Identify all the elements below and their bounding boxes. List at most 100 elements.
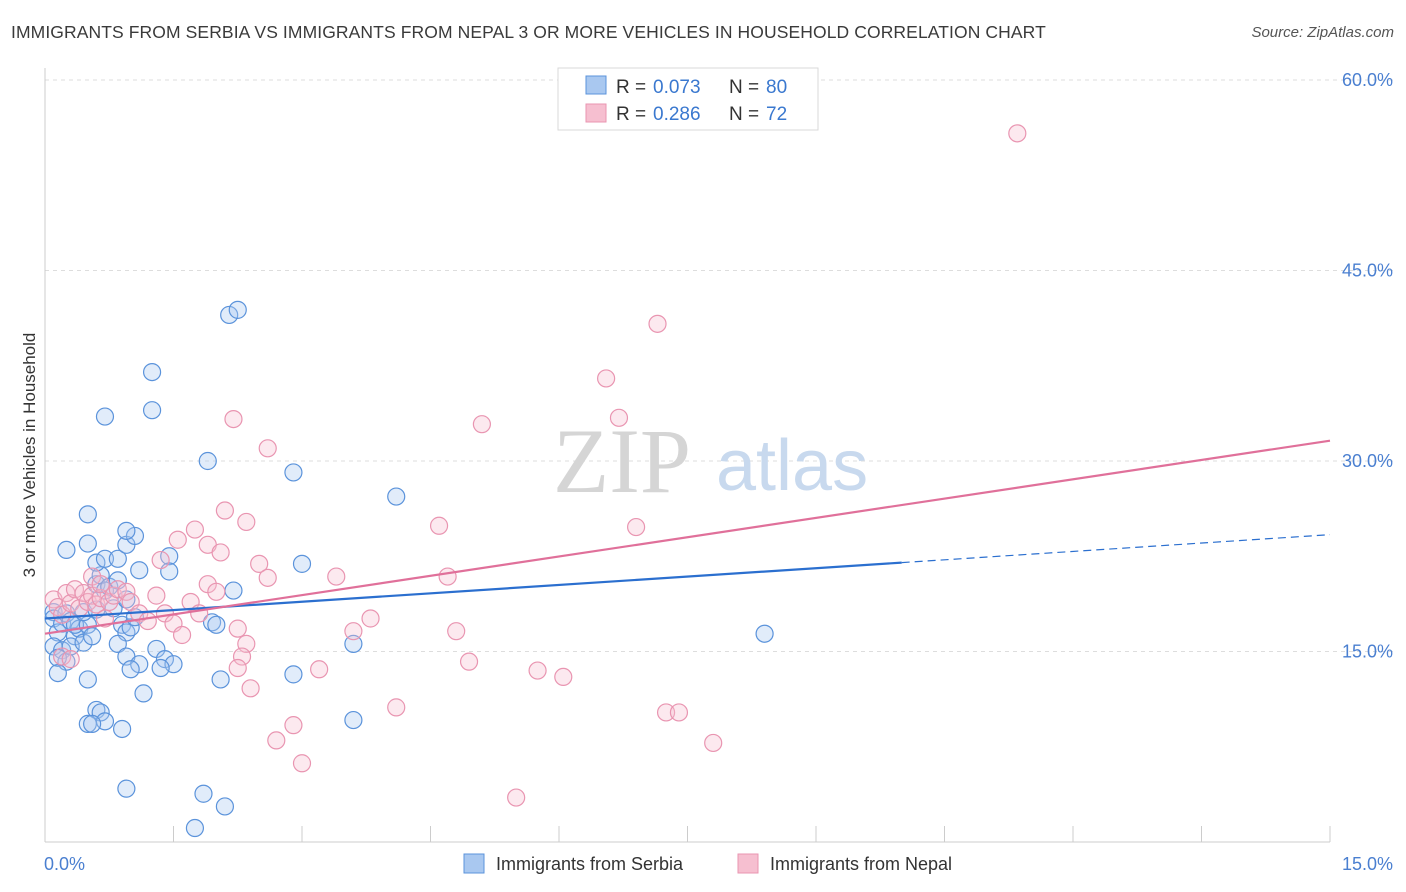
serbia-point bbox=[78, 534, 97, 553]
serbia-trendline bbox=[44, 561, 902, 620]
serbia-point bbox=[344, 710, 363, 730]
serbia-point bbox=[48, 663, 67, 683]
axes bbox=[44, 68, 1331, 843]
nepal-point bbox=[292, 754, 312, 773]
serbia-point bbox=[117, 779, 136, 798]
nepal-point bbox=[284, 716, 303, 735]
serbia-point bbox=[78, 670, 97, 689]
source-label: Source: ZipAtlas.com bbox=[1251, 24, 1394, 41]
nepal-point bbox=[147, 586, 166, 605]
legend-serbia-r-value: 0.073 bbox=[653, 77, 701, 98]
nepal-point bbox=[267, 731, 286, 750]
legend-nepal-n-label: N = bbox=[729, 104, 759, 125]
nepal-point bbox=[344, 622, 363, 641]
nepal-point bbox=[1008, 124, 1027, 143]
nepal-point bbox=[507, 788, 526, 807]
nepal-point bbox=[648, 314, 667, 333]
nepal-point bbox=[597, 369, 616, 388]
serbia-point bbox=[284, 463, 303, 482]
serbia-point bbox=[95, 549, 115, 568]
x-tick-label-max: 15.0% bbox=[1342, 854, 1393, 874]
nepal-point bbox=[215, 501, 234, 520]
serbia-point bbox=[130, 655, 149, 674]
grid-lines bbox=[45, 79, 1393, 652]
nepal-point bbox=[207, 582, 226, 601]
nepal-point bbox=[704, 733, 723, 753]
serbia-point bbox=[151, 658, 170, 678]
nepal-point bbox=[151, 550, 170, 570]
serbia-point bbox=[224, 581, 243, 600]
serbia-point bbox=[142, 363, 162, 382]
nepal-point bbox=[237, 512, 256, 532]
serbia-point bbox=[194, 784, 213, 803]
serbia-point bbox=[387, 487, 406, 506]
nepal-point bbox=[459, 652, 479, 671]
trendlines bbox=[44, 439, 1331, 635]
serbia-point bbox=[78, 505, 97, 524]
nepal-point bbox=[447, 622, 466, 641]
nepal-point bbox=[228, 658, 247, 678]
nepal-point bbox=[626, 517, 646, 537]
nepal-point bbox=[310, 660, 329, 679]
nepal-point bbox=[528, 661, 547, 680]
nepal-point bbox=[258, 568, 277, 587]
serbia-point bbox=[83, 714, 102, 733]
nepal-point bbox=[656, 703, 676, 722]
serbia-points bbox=[44, 300, 774, 838]
nepal-points bbox=[44, 124, 1027, 807]
serbia-point bbox=[125, 526, 145, 546]
y-axis-title: 3 or more Vehicles in Household bbox=[20, 333, 39, 578]
bottom-legend-nepal-label: Immigrants from Nepal bbox=[770, 854, 952, 874]
bottom-legend: Immigrants from Serbia Immigrants from N… bbox=[463, 853, 952, 874]
serbia-point bbox=[112, 719, 132, 739]
bottom-legend-serbia-swatch bbox=[463, 853, 485, 874]
serbia-point bbox=[344, 634, 363, 653]
legend-nepal-r-label: R = bbox=[616, 104, 646, 125]
nepal-point bbox=[472, 415, 491, 434]
serbia-point bbox=[220, 305, 239, 325]
legend-serbia-r-label: R = bbox=[616, 77, 646, 98]
serbia-point bbox=[207, 615, 226, 634]
y-tick-label: 60.0% bbox=[1342, 70, 1393, 90]
y-tick-label: 45.0% bbox=[1342, 261, 1393, 281]
y-tick-label: 30.0% bbox=[1342, 451, 1393, 471]
nepal-point bbox=[258, 439, 277, 458]
nepal-point bbox=[117, 582, 136, 601]
chart-title: IMMIGRANTS FROM SERBIA VS IMMIGRANTS FRO… bbox=[11, 22, 1046, 42]
legend-nepal-n-value: 72 bbox=[766, 104, 787, 125]
nepal-point bbox=[91, 575, 110, 594]
legend-box: R = 0.073 N = 80 R = 0.286 N = 72 bbox=[557, 67, 819, 131]
serbia-trendline-extension bbox=[901, 534, 1331, 564]
legend-serbia-n-value: 80 bbox=[766, 77, 787, 98]
watermark-atlas: atlas bbox=[716, 426, 868, 506]
serbia-point bbox=[755, 624, 774, 643]
nepal-point bbox=[224, 409, 243, 429]
nepal-trendline bbox=[44, 439, 1331, 635]
watermark-zip: ZIP bbox=[553, 410, 691, 512]
serbia-point bbox=[117, 521, 136, 540]
nepal-point bbox=[172, 625, 192, 645]
legend-nepal-r-value: 0.286 bbox=[653, 104, 701, 125]
serbia-point bbox=[284, 665, 303, 684]
nepal-point bbox=[65, 580, 85, 599]
nepal-point bbox=[327, 567, 346, 586]
nepal-point bbox=[361, 609, 380, 628]
serbia-point bbox=[215, 797, 234, 816]
serbia-point bbox=[142, 401, 162, 420]
serbia-point bbox=[130, 561, 149, 580]
nepal-point bbox=[438, 567, 457, 586]
nepal-point bbox=[429, 516, 449, 535]
serbia-point bbox=[121, 660, 140, 679]
tick-labels: 15.0% 30.0% 45.0% 60.0% 0.0% 15.0% bbox=[44, 70, 1393, 874]
bottom-legend-serbia-label: Immigrants from Serbia bbox=[496, 854, 684, 874]
serbia-point bbox=[83, 627, 102, 646]
serbia-point bbox=[198, 451, 217, 471]
serbia-point bbox=[108, 549, 127, 568]
nepal-point bbox=[228, 619, 247, 638]
serbia-point bbox=[160, 547, 179, 566]
bottom-legend-nepal-swatch bbox=[737, 853, 759, 874]
x-tick-label-min: 0.0% bbox=[44, 854, 85, 874]
serbia-point bbox=[57, 540, 76, 560]
legend-nepal-swatch bbox=[585, 103, 607, 123]
y-tick-label: 15.0% bbox=[1342, 642, 1393, 662]
